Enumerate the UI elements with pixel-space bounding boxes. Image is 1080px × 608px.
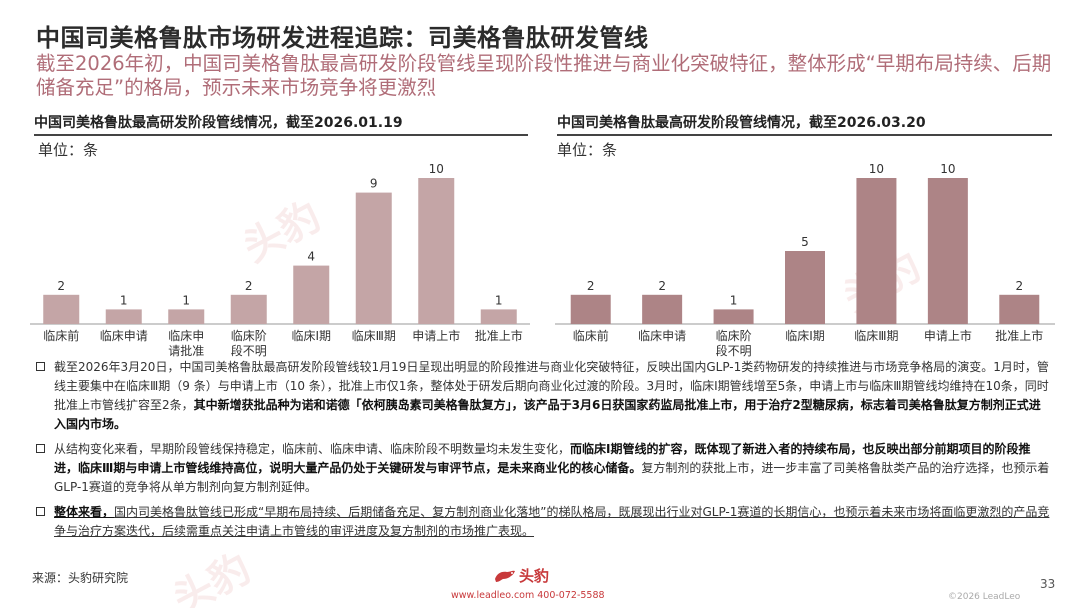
bar [570,294,611,324]
category-label: 批准上市 [475,328,523,343]
category-label: 临床Ⅰ期 [291,329,331,343]
bar-value-label: 1 [730,293,738,307]
right-chart-title: 中国司美格鲁肽最高研发阶段管线情况，截至2026.03.20 [557,115,926,131]
bullet-text: 其中新增获批品种为诺和诺德「依柯胰岛素司美格鲁肽复方」，该产品于3月6日获国家药… [54,398,1041,431]
bar [168,309,205,324]
category-label: 临床阶 [231,329,267,343]
bar-value-label: 1 [182,293,190,307]
category-label: 临床Ⅰ期 [785,329,825,343]
bar [713,309,754,324]
bar-value-label: 10 [869,162,884,176]
bar [927,178,968,324]
left-chart-rule [34,134,528,136]
bullet-text: 而临床Ⅰ期管线的扩容，既体现了新进入者的持续布局，也反映出部分前期项目的阶段推进… [54,442,1031,475]
bullet-text: 国内司美格鲁肽管线已形成“早期布局持续、后期储备充足、复方制剂商业化落地”的梯队… [54,505,1050,538]
bar [418,178,455,324]
bar [105,309,142,324]
bullet-text: 截至2026年3月20日，中国司美格鲁肽最高研发阶段管线较1月19日呈现出明显的… [54,360,1049,412]
category-label: 临床阶 [716,329,752,343]
bar-value-label: 2 [587,279,595,293]
category-label: 申请上市 [924,328,972,343]
copyright: ©2026 LeadLeo [948,592,1021,602]
category-label: 临床前 [573,328,609,343]
bar-value-label: 2 [245,279,253,293]
brand-name: 头豹 [519,567,550,585]
category-label: 临床申请 [100,329,148,343]
brand-logo: 头豹 [493,565,549,586]
page-number: 33 [1040,577,1056,591]
category-label: 段不明 [716,343,752,358]
category-label: 临床Ⅲ期 [352,329,396,343]
bar-value-label: 5 [801,235,809,249]
bullet-item: 从结构变化来看，早期阶段管线保持稳定，临床前、临床申请、临床阶段不明数量均未发生… [36,440,1052,497]
page-title: 中国司美格鲁肽市场研发进程追踪：司美格鲁肽研发管线 [36,24,649,52]
bar-value-label: 1 [495,293,503,307]
bar [785,251,825,324]
category-label: 临床Ⅲ期 [854,329,898,343]
bar [230,294,267,324]
right-chart-rule [557,134,1052,136]
category-label: 临床申请 [638,329,686,343]
bar-value-label: 9 [370,177,378,191]
bar-value-label: 2 [658,279,666,293]
bar-value-label: 4 [307,250,315,264]
bar-value-label: 10 [940,162,955,176]
category-label: 临床申 [168,329,204,343]
bullet-text: 整体来看， [54,505,115,519]
bullet-list: 截至2026年3月20日，中国司美格鲁肽最高研发阶段管线较1月19日呈现出明显的… [36,358,1052,547]
category-label: 请批准 [168,343,204,358]
bullet-item: 截至2026年3月20日，中国司美格鲁肽最高研发阶段管线较1月19日呈现出明显的… [36,358,1052,434]
left-chart-title: 中国司美格鲁肽最高研发阶段管线情况，截至2026.01.19 [34,115,403,131]
square-bullet-icon [36,362,45,371]
contact-info[interactable]: www.leadleo.com 400-072-5588 [451,590,605,601]
square-bullet-icon [36,507,45,516]
bar [856,178,897,324]
watermark: 头豹 [165,545,258,608]
bar [480,309,517,324]
bar-value-label: 2 [1015,279,1023,293]
left-chart-unit: 单位：条 [38,141,99,159]
right-bar-chart: 2 临床前 2 临床申请 1 临床阶段不明 5 临床Ⅰ期 10 临床Ⅲ期 10 申请上市 2 批准上市 [555,162,1055,358]
bar [293,265,330,324]
bullet-text: 从结构变化来看，早期阶段管线保持稳定，临床前、临床申请、临床阶段不明数量均未发生… [54,442,571,456]
category-label: 批准上市 [995,328,1043,343]
bullet-text: 复方制剂的获批上市，进一步丰富了司美格鲁肽类产品的治疗选择，也预示着GLP-1赛… [54,461,1050,494]
bar [43,294,80,324]
bar-value-label: 2 [57,279,65,293]
bar [642,294,683,324]
bar-value-label: 10 [429,162,444,176]
page-subtitle: 截至2026年初，中国司美格鲁肽最高研发阶段管线呈现阶段性推进与商业化突破特征，… [36,52,1052,99]
category-label: 段不明 [231,343,267,358]
bullet-item: 整体来看，国内司美格鲁肽管线已形成“早期布局持续、后期储备充足、复方制剂商业化落… [36,503,1052,541]
source-note: 来源：头豹研究院 [32,571,129,585]
right-chart-unit: 单位：条 [557,141,618,159]
bar [355,192,392,324]
category-label: 申请上市 [412,328,460,343]
bar [999,294,1040,324]
square-bullet-icon [36,444,45,453]
category-label: 临床前 [43,328,79,343]
bar-value-label: 1 [120,293,128,307]
leopard-icon [495,570,515,582]
